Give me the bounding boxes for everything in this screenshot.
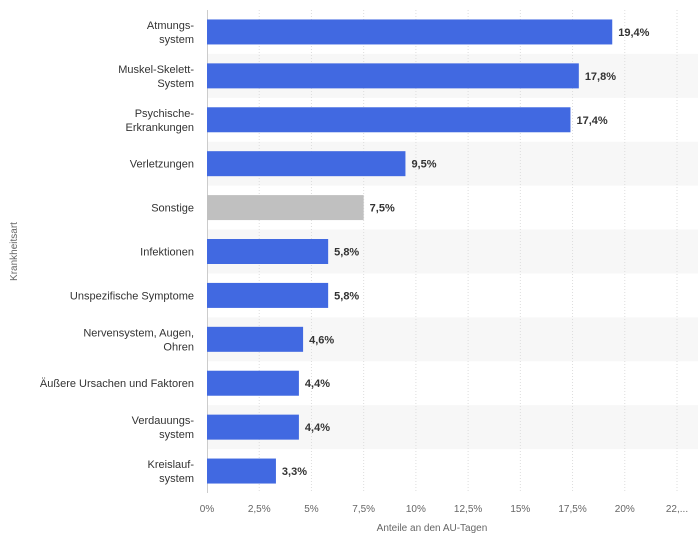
x-tick-label: 20% bbox=[615, 504, 635, 515]
bar[interactable] bbox=[207, 458, 276, 484]
bar[interactable] bbox=[207, 370, 299, 396]
value-label: 5,8% bbox=[334, 290, 359, 302]
bar[interactable] bbox=[207, 63, 579, 89]
bar[interactable] bbox=[207, 326, 304, 352]
value-label: 5,8% bbox=[334, 247, 359, 259]
value-labels: 19,4% 17,8% 17,4% 9,5% 7,5% 5,8% 5,8% 4,6% 4,4% 4… bbox=[282, 27, 650, 478]
x-tick-label: 0% bbox=[200, 504, 215, 515]
bar[interactable] bbox=[207, 107, 571, 133]
value-label: 17,8% bbox=[585, 71, 616, 83]
value-label: 4,6% bbox=[309, 334, 334, 346]
bar[interactable] bbox=[207, 195, 364, 221]
value-label: 7,5% bbox=[370, 203, 395, 215]
bar[interactable] bbox=[207, 151, 406, 177]
gridlines bbox=[207, 10, 678, 493]
x-tick-label: 2,5% bbox=[248, 504, 271, 515]
category-label: Muskel-Skelett-System bbox=[118, 64, 194, 90]
category-label: Äußere Ursachen und Faktoren bbox=[40, 378, 194, 390]
category-label: Atmungs-system bbox=[147, 20, 194, 46]
x-tick-labels: 0% 2,5% 5% 7,5% 10% 12,5% 15% 17,5% 20% 22,... bbox=[200, 504, 688, 515]
value-label: 4,4% bbox=[305, 378, 330, 390]
bar[interactable] bbox=[207, 19, 613, 45]
bar[interactable] bbox=[207, 282, 329, 308]
bar[interactable] bbox=[207, 414, 299, 440]
category-label: Verletzungen bbox=[130, 159, 194, 171]
category-label: Kreislauf-system bbox=[148, 459, 195, 485]
value-label: 3,3% bbox=[282, 466, 307, 478]
category-label: Nervensystem, Augen, Ohren bbox=[83, 327, 194, 353]
x-tick-label: 7,5% bbox=[352, 504, 375, 515]
category-label: Infektionen bbox=[140, 247, 194, 259]
category-label: Sonstige bbox=[151, 203, 194, 215]
x-tick-label: 22,... bbox=[666, 504, 688, 515]
x-axis-title: Anteile an den AU-Tagen bbox=[377, 523, 488, 534]
category-label: Psychische-Erkrankungen bbox=[126, 108, 195, 134]
x-tick-label: 10% bbox=[406, 504, 426, 515]
value-label: 4,4% bbox=[305, 422, 330, 434]
bars bbox=[207, 19, 613, 484]
value-label: 9,5% bbox=[411, 159, 436, 171]
value-label: 17,4% bbox=[576, 115, 607, 127]
value-label: 19,4% bbox=[618, 27, 649, 39]
x-tick-label: 5% bbox=[304, 504, 319, 515]
x-tick-label: 15% bbox=[510, 504, 530, 515]
bar[interactable] bbox=[207, 239, 329, 264]
y-axis-title: Krankheitsart bbox=[9, 222, 20, 281]
category-label: Unspezifische Symptome bbox=[70, 290, 194, 302]
x-tick-label: 17,5% bbox=[558, 504, 586, 515]
category-labels: Atmungs-system Muskel-Skelett-System Psych… bbox=[40, 20, 194, 485]
category-label: Verdauungs-system bbox=[132, 415, 195, 441]
x-tick-label: 12,5% bbox=[454, 504, 482, 515]
